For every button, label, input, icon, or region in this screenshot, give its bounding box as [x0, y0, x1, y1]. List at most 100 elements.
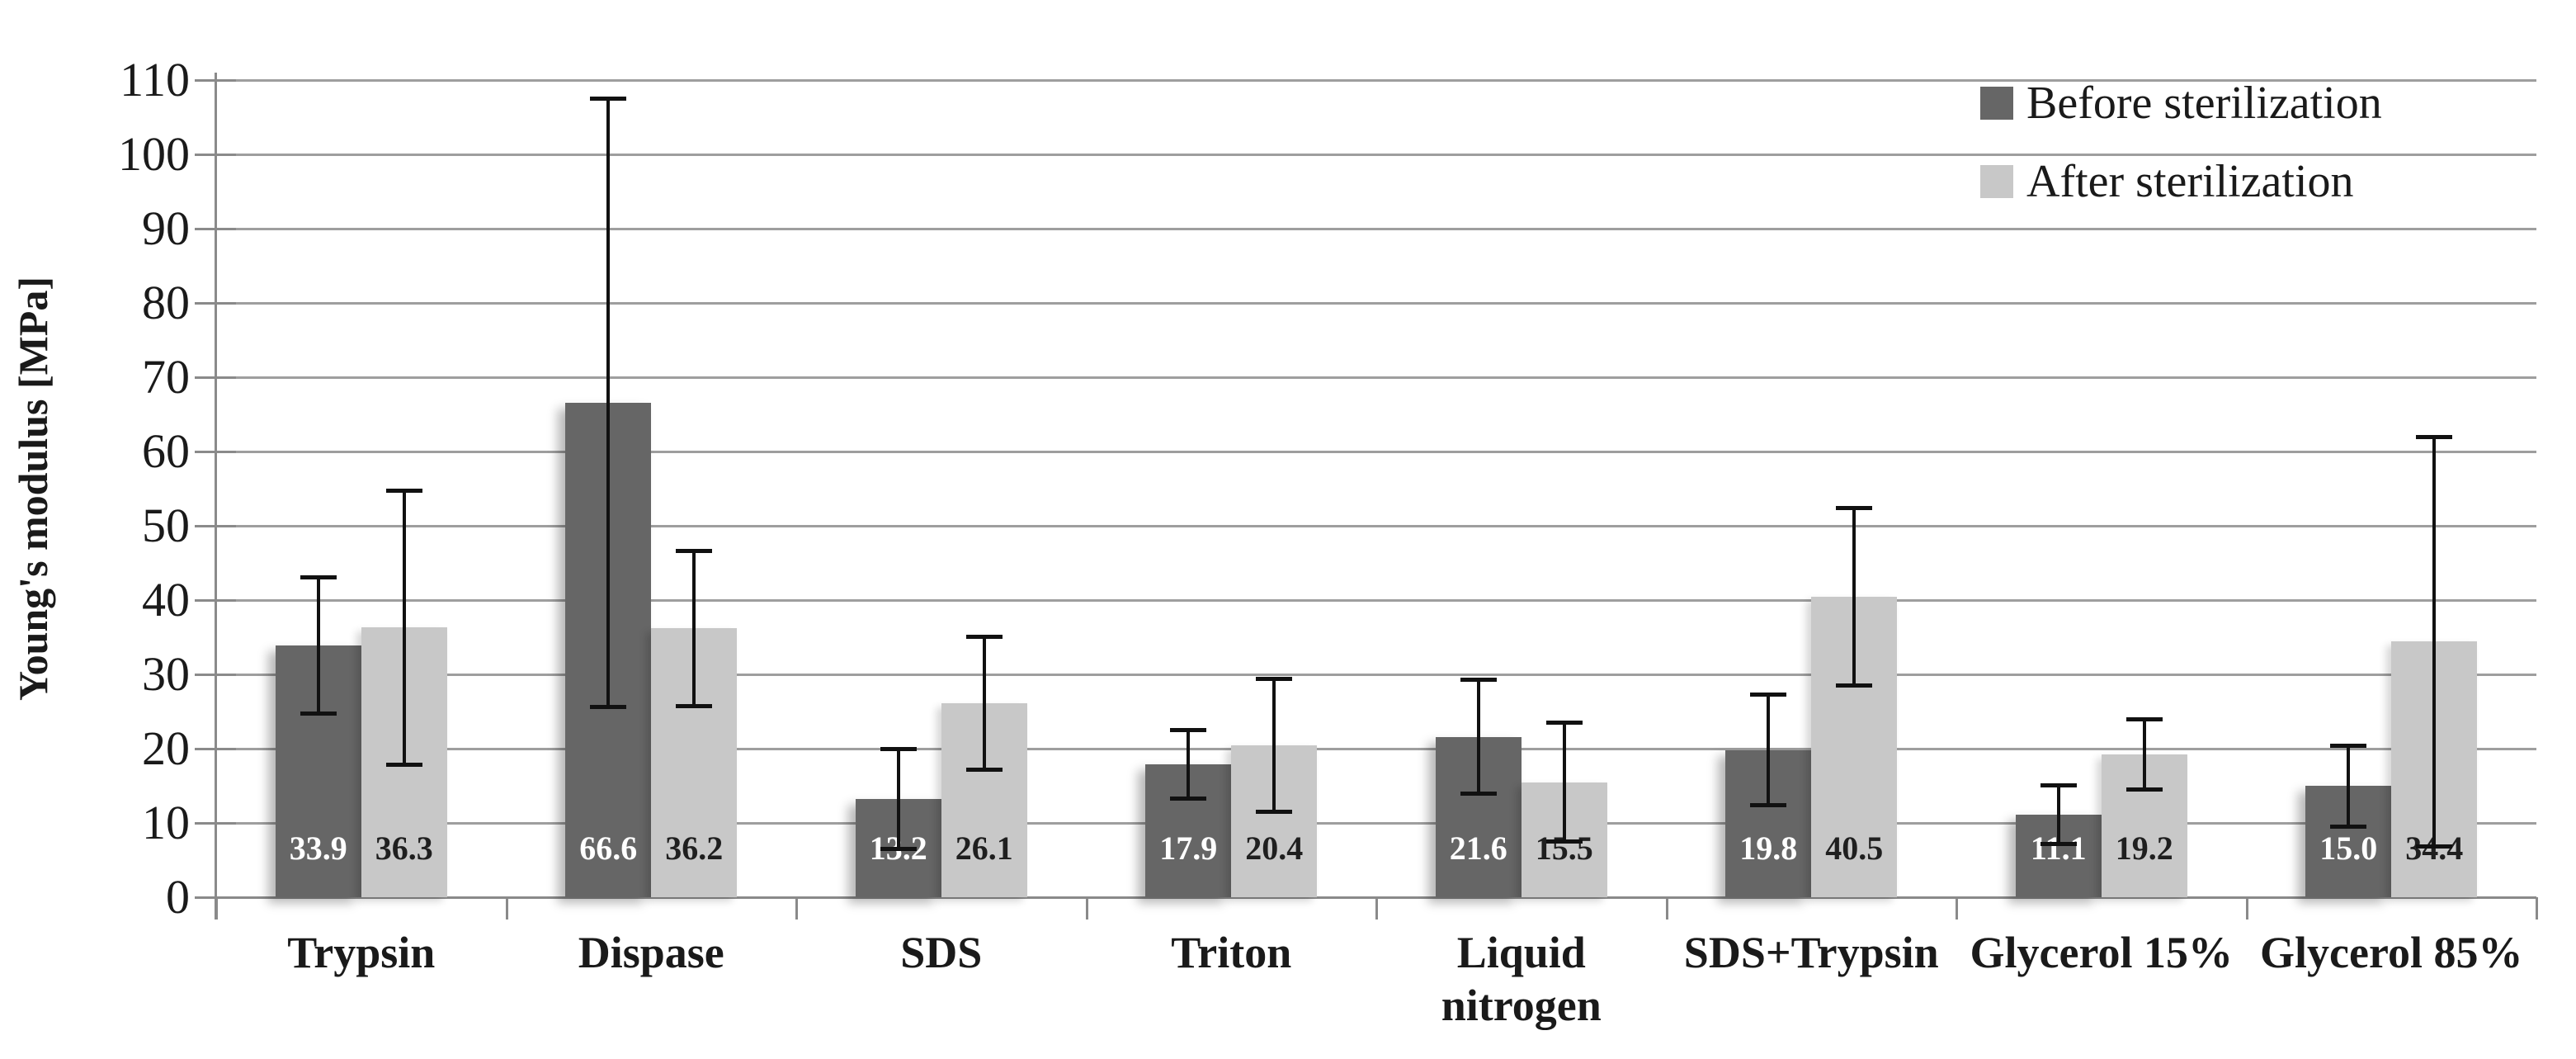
y-tick-90 — [195, 228, 236, 230]
legend-swatch-after-icon — [1980, 164, 2013, 198]
error-cap-bottom-triton-0 — [1170, 797, 1207, 801]
error-cap-top-glycerol-85-0 — [2330, 743, 2367, 748]
error-cap-top-dispase-1 — [676, 548, 713, 553]
legend-swatch-before-icon — [1980, 86, 2013, 120]
category-label-trypsin: Trypsin — [287, 928, 436, 977]
category-label-dispase: Dispase — [578, 928, 724, 977]
legend-label-after: After sterilization — [2026, 155, 2354, 207]
error-cap-top-dispase-0 — [590, 96, 627, 101]
category-label-sds-trypsin: SDS+Trypsin — [1683, 928, 1939, 977]
y-axis-line — [215, 73, 217, 920]
y-tick-40 — [195, 599, 236, 602]
error-cap-bottom-trypsin-1 — [385, 762, 422, 767]
y-tick-label-80: 80 — [142, 276, 190, 329]
error-bar-triton-0 — [1187, 729, 1191, 800]
data-label-before-glycerol-85: 15.0 — [2319, 830, 2378, 867]
error-cap-top-triton-0 — [1170, 727, 1207, 732]
error-cap-top-triton-1 — [1256, 677, 1293, 682]
error-cap-bottom-trypsin-0 — [300, 711, 337, 716]
error-cap-bottom-sds-0 — [880, 847, 917, 852]
error-cap-bottom-glycerol-15-1 — [2125, 787, 2163, 792]
legend-item-before: Before sterilization — [1980, 64, 2382, 142]
error-bar-glycerol-85-1 — [2432, 437, 2437, 847]
x-tick-3 — [1085, 897, 1088, 920]
error-bar-trypsin-1 — [402, 489, 406, 765]
y-tick-110 — [195, 79, 236, 82]
x-tick-5 — [1665, 897, 1668, 920]
gridline-60 — [216, 451, 2536, 453]
y-tick-60 — [195, 451, 236, 453]
y-tick-10 — [195, 822, 236, 825]
data-label-after-glycerol-15: 19.2 — [2115, 830, 2173, 867]
error-bar-triton-1 — [1272, 678, 1276, 813]
gridline-80 — [216, 302, 2536, 305]
gridline-100 — [216, 154, 2536, 156]
legend: Before sterilization After sterilization — [1980, 64, 2382, 220]
error-cap-top-sds-0 — [880, 747, 917, 751]
error-cap-bottom-dispase-1 — [676, 703, 713, 708]
error-bar-dispase-1 — [692, 550, 696, 707]
category-label-glycerol-85: Glycerol 85% — [2260, 928, 2523, 977]
y-tick-label-110: 110 — [120, 53, 190, 106]
error-cap-bottom-sds-trypsin-1 — [1836, 683, 1873, 688]
error-cap-top-trypsin-1 — [385, 488, 422, 493]
error-cap-top-liquid-nitrogen-0 — [1460, 678, 1497, 683]
x-tick-8 — [2536, 897, 2538, 920]
y-tick-label-90: 90 — [142, 201, 190, 255]
y-tick-label-0: 0 — [166, 870, 190, 924]
error-cap-bottom-triton-1 — [1256, 810, 1293, 815]
y-tick-label-50: 50 — [142, 499, 190, 552]
data-label-before-liquid-nitrogen: 21.6 — [1449, 830, 1507, 867]
error-cap-top-sds-trypsin-1 — [1836, 505, 1873, 510]
error-bar-liquid-nitrogen-0 — [1476, 679, 1480, 794]
data-label-before-dispase: 66.6 — [579, 830, 638, 867]
error-bar-sds-trypsin-0 — [1767, 694, 1771, 806]
gridline-10 — [216, 822, 2536, 825]
category-label-liquid-nitrogen: Liquid nitrogen — [1441, 928, 1602, 1030]
error-cap-top-glycerol-15-0 — [2040, 783, 2077, 788]
error-bar-sds-0 — [896, 749, 900, 850]
gridline-40 — [216, 599, 2536, 602]
data-label-after-sds: 26.1 — [955, 830, 1013, 867]
error-cap-bottom-glycerol-85-0 — [2330, 824, 2367, 829]
error-cap-top-sds-1 — [965, 635, 1003, 640]
data-label-before-sds-trypsin: 19.8 — [1739, 830, 1798, 867]
legend-label-before: Before sterilization — [2026, 77, 2382, 129]
error-cap-bottom-dispase-0 — [590, 704, 627, 709]
y-tick-label-60: 60 — [142, 424, 190, 478]
error-cap-bottom-glycerol-85-1 — [2416, 844, 2453, 849]
error-bar-dispase-0 — [606, 97, 611, 707]
gridline-50 — [216, 525, 2536, 527]
legend-item-after: After sterilization — [1980, 142, 2382, 220]
error-bar-trypsin-0 — [316, 577, 320, 714]
error-cap-bottom-glycerol-15-0 — [2040, 842, 2077, 847]
error-bar-glycerol-85-0 — [2347, 745, 2351, 827]
category-label-triton: Triton — [1171, 928, 1292, 977]
error-cap-bottom-liquid-nitrogen-0 — [1460, 791, 1497, 796]
error-cap-top-glycerol-15-1 — [2125, 717, 2163, 721]
category-label-glycerol-15: Glycerol 15% — [1970, 928, 2233, 977]
data-label-after-trypsin: 36.3 — [375, 830, 433, 867]
x-tick-1 — [505, 897, 508, 920]
y-tick-label-10: 10 — [142, 796, 190, 849]
error-cap-bottom-liquid-nitrogen-1 — [1545, 839, 1583, 844]
error-cap-bottom-sds-1 — [965, 768, 1003, 773]
data-label-after-triton: 20.4 — [1245, 830, 1304, 867]
gridline-20 — [216, 748, 2536, 750]
x-tick-2 — [795, 897, 798, 920]
y-tick-30 — [195, 674, 236, 676]
error-bar-glycerol-15-0 — [2056, 785, 2060, 845]
error-bar-sds-1 — [982, 636, 986, 771]
error-bar-glycerol-15-1 — [2142, 719, 2146, 791]
y-tick-20 — [195, 748, 236, 750]
data-label-after-sds-trypsin: 40.5 — [1825, 830, 1884, 867]
error-cap-bottom-sds-trypsin-0 — [1750, 803, 1787, 808]
error-cap-top-glycerol-85-1 — [2416, 435, 2453, 439]
error-cap-top-liquid-nitrogen-1 — [1545, 720, 1583, 725]
y-tick-80 — [195, 302, 236, 305]
x-tick-6 — [1956, 897, 1958, 920]
category-label-sds: SDS — [900, 928, 983, 977]
error-bar-sds-trypsin-1 — [1852, 507, 1857, 686]
y-tick-50 — [195, 525, 236, 527]
